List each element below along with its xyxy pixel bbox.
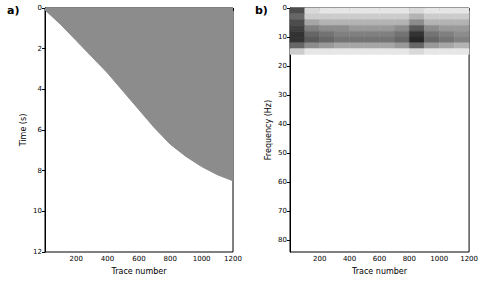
svg-text:80: 80: [278, 236, 287, 244]
svg-text:12: 12: [33, 248, 42, 256]
svg-text:6: 6: [38, 126, 43, 134]
svg-text:Time (s): Time (s): [19, 114, 28, 148]
svg-text:600: 600: [132, 255, 145, 263]
svg-text:Trace number: Trace number: [351, 267, 408, 276]
svg-text:800: 800: [403, 255, 416, 263]
svg-text:0: 0: [283, 4, 287, 12]
svg-text:8: 8: [38, 167, 42, 175]
svg-text:400: 400: [343, 255, 356, 263]
svg-text:800: 800: [164, 255, 177, 263]
svg-text:1200: 1200: [460, 255, 478, 263]
svg-text:20: 20: [278, 62, 287, 70]
svg-text:70: 70: [278, 207, 287, 215]
svg-text:600: 600: [373, 255, 386, 263]
svg-text:4: 4: [38, 85, 43, 93]
svg-text:b): b): [255, 4, 268, 17]
svg-text:0: 0: [38, 4, 42, 12]
svg-text:10: 10: [33, 207, 42, 215]
svg-text:1200: 1200: [224, 255, 242, 263]
svg-text:60: 60: [278, 178, 287, 186]
svg-text:10: 10: [278, 33, 287, 41]
svg-text:200: 200: [70, 255, 83, 263]
svg-text:1000: 1000: [193, 255, 211, 263]
svg-text:30: 30: [278, 91, 287, 99]
svg-text:200: 200: [313, 255, 326, 263]
svg-text:a): a): [7, 4, 19, 17]
svg-text:400: 400: [101, 255, 114, 263]
svg-text:1000: 1000: [430, 255, 448, 263]
svg-text:40: 40: [278, 120, 287, 128]
svg-text:Trace number: Trace number: [111, 267, 168, 276]
svg-text:50: 50: [278, 149, 287, 157]
svg-text:2: 2: [38, 45, 42, 53]
svg-text:Frequency (Hz): Frequency (Hz): [264, 100, 273, 160]
